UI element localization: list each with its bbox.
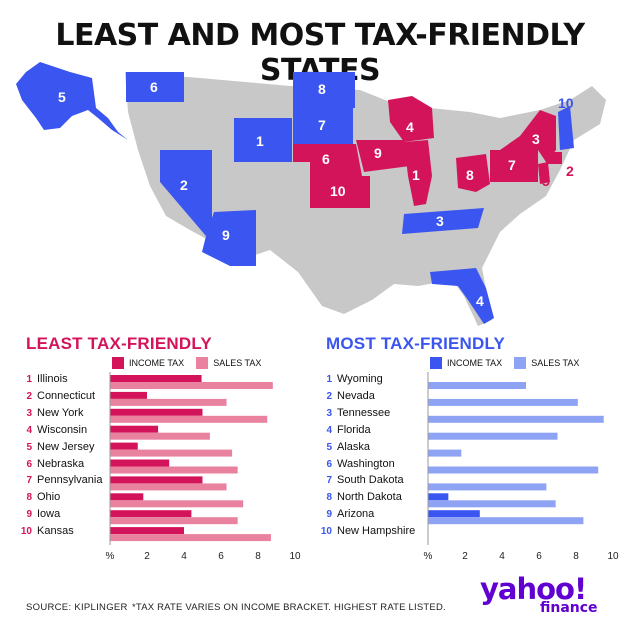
least-rank-10: 10 bbox=[18, 526, 32, 537]
least-income-bar bbox=[110, 510, 191, 517]
most-rank-5: 5 bbox=[318, 442, 332, 453]
least-income-bar bbox=[110, 409, 203, 416]
least-sales-bar bbox=[110, 416, 267, 423]
most-sales-bar bbox=[428, 399, 578, 406]
least-rank-6: 6 bbox=[18, 459, 32, 470]
least-income-bar bbox=[110, 392, 147, 399]
most-state-label: New Hampshire bbox=[337, 525, 415, 537]
most-sales-bar bbox=[428, 416, 604, 423]
least-state-label: Iowa bbox=[37, 508, 60, 520]
least-sales-bar bbox=[110, 450, 232, 457]
least-tick-label: 8 bbox=[255, 551, 261, 562]
least-state-label: Wisconsin bbox=[37, 424, 87, 436]
least-tick-label: 10 bbox=[289, 551, 301, 562]
least-tick-label: % bbox=[106, 551, 115, 562]
least-income-bar bbox=[110, 426, 158, 433]
most-state-label: Alaska bbox=[337, 441, 370, 453]
most-state-label: Wyoming bbox=[337, 373, 383, 385]
least-rank-2: 2 bbox=[18, 391, 32, 402]
least-sales-bar bbox=[110, 534, 271, 541]
least-rank-3: 3 bbox=[18, 408, 32, 419]
most-sales-bar bbox=[428, 450, 461, 457]
least-state-label: Pennsylvania bbox=[37, 474, 102, 486]
most-sales-bar bbox=[428, 483, 546, 490]
least-state-label: Illinois bbox=[37, 373, 68, 385]
most-rank-3: 3 bbox=[318, 408, 332, 419]
least-income-bar bbox=[110, 476, 203, 483]
least-tick-label: 2 bbox=[144, 551, 150, 562]
footer-note: *TAX RATE VARIES ON INCOME BRACKET. HIGH… bbox=[132, 602, 446, 613]
footer-source: SOURCE: KIPLINGER bbox=[26, 602, 128, 613]
most-state-label: North Dakota bbox=[337, 491, 402, 503]
least-state-label: New Jersey bbox=[37, 441, 94, 453]
most-tick-label: 6 bbox=[536, 551, 542, 562]
most-tick-label: 2 bbox=[462, 551, 468, 562]
most-rank-9: 9 bbox=[318, 509, 332, 520]
bar-charts: % 2 4 6 8 10% 2 4 6 8 10 bbox=[0, 0, 640, 640]
most-state-label: Florida bbox=[337, 424, 371, 436]
least-sales-bar bbox=[110, 399, 227, 406]
least-rank-8: 8 bbox=[18, 492, 32, 503]
most-tick-label: % bbox=[424, 551, 433, 562]
most-rank-8: 8 bbox=[318, 492, 332, 503]
most-sales-bar bbox=[428, 500, 556, 507]
least-state-label: Kansas bbox=[37, 525, 74, 537]
most-rank-4: 4 bbox=[318, 425, 332, 436]
most-rank-10: 10 bbox=[318, 526, 332, 537]
most-rank-2: 2 bbox=[318, 391, 332, 402]
most-rank-6: 6 bbox=[318, 459, 332, 470]
most-sales-bar bbox=[428, 467, 598, 474]
least-income-bar bbox=[110, 443, 138, 450]
most-sales-bar bbox=[428, 433, 558, 440]
most-income-bar bbox=[428, 493, 448, 500]
least-rank-7: 7 bbox=[18, 475, 32, 486]
least-state-label: Connecticut bbox=[37, 390, 95, 402]
least-sales-bar bbox=[110, 483, 227, 490]
least-sales-bar bbox=[110, 433, 210, 440]
most-tick-label: 4 bbox=[499, 551, 505, 562]
least-sales-bar bbox=[110, 500, 243, 507]
most-state-label: Tennessee bbox=[337, 407, 390, 419]
finance-logo: finance bbox=[540, 600, 598, 616]
most-state-label: Nevada bbox=[337, 390, 375, 402]
least-rank-9: 9 bbox=[18, 509, 32, 520]
least-rank-5: 5 bbox=[18, 442, 32, 453]
least-income-bar bbox=[110, 460, 169, 467]
least-sales-bar bbox=[110, 467, 238, 474]
least-state-label: New York bbox=[37, 407, 83, 419]
most-state-label: Washington bbox=[337, 458, 395, 470]
least-income-bar bbox=[110, 527, 184, 534]
most-sales-bar bbox=[428, 517, 583, 524]
least-tick-label: 4 bbox=[181, 551, 187, 562]
least-state-label: Ohio bbox=[37, 491, 60, 503]
least-rank-1: 1 bbox=[18, 374, 32, 385]
most-state-label: Arizona bbox=[337, 508, 374, 520]
most-tick-label: 10 bbox=[607, 551, 619, 562]
most-tick-label: 8 bbox=[573, 551, 579, 562]
least-sales-bar bbox=[110, 517, 238, 524]
least-sales-bar bbox=[110, 382, 273, 389]
most-rank-7: 7 bbox=[318, 475, 332, 486]
least-income-bar bbox=[110, 493, 143, 500]
most-sales-bar bbox=[428, 382, 526, 389]
least-rank-4: 4 bbox=[18, 425, 32, 436]
most-state-label: South Dakota bbox=[337, 474, 404, 486]
least-state-label: Nebraska bbox=[37, 458, 84, 470]
most-income-bar bbox=[428, 510, 480, 517]
least-income-bar bbox=[110, 375, 202, 382]
least-tick-label: 6 bbox=[218, 551, 224, 562]
most-rank-1: 1 bbox=[318, 374, 332, 385]
